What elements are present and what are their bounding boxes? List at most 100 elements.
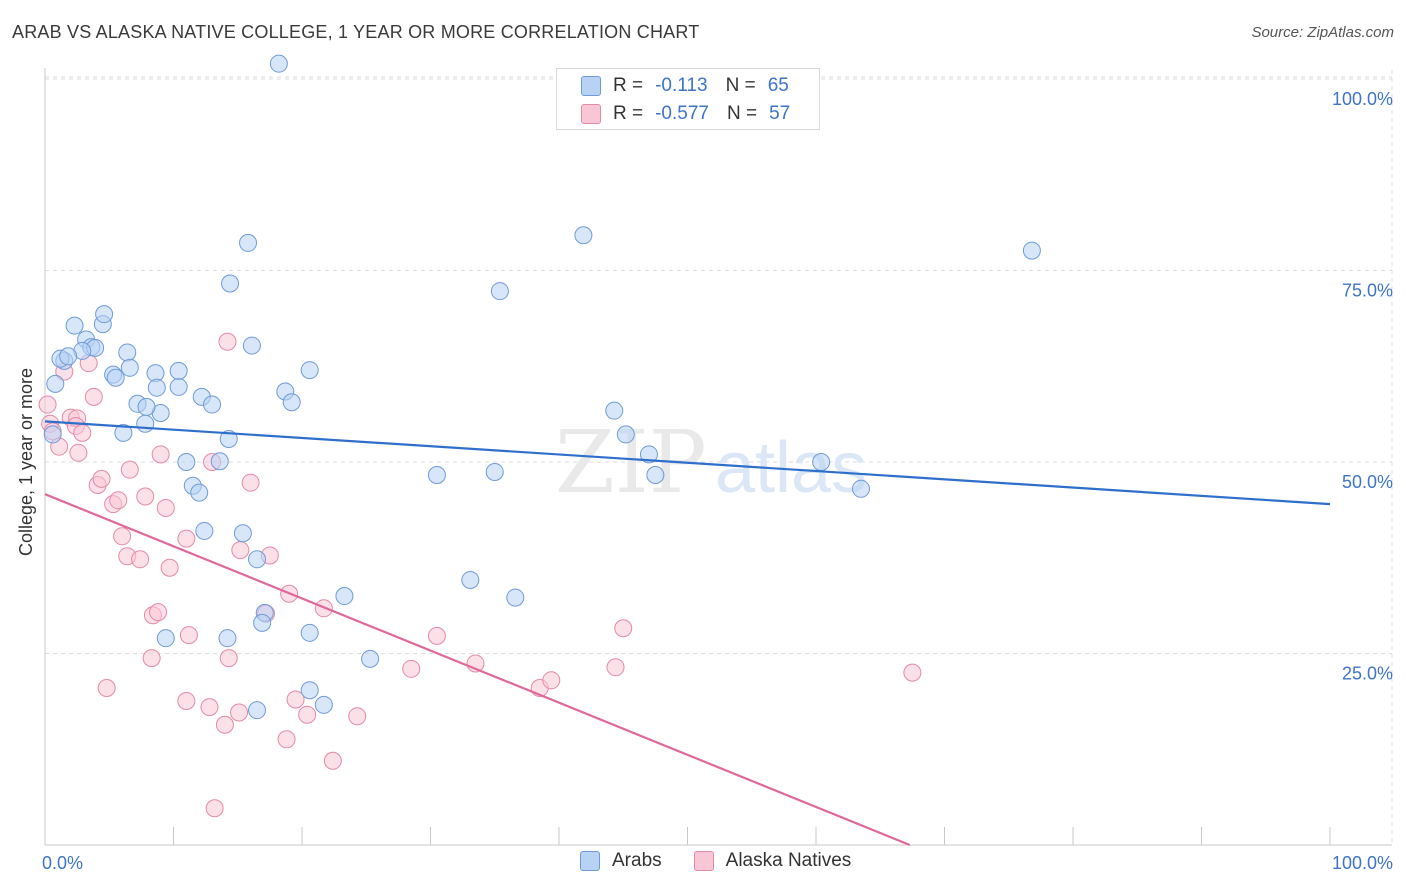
alaska-natives-point — [92, 469, 111, 488]
arabs-point — [1022, 241, 1041, 260]
alaska-natives-point — [142, 649, 161, 668]
arabs-point — [210, 452, 229, 471]
r-value: -0.113 — [655, 75, 708, 96]
arabs-point — [490, 282, 509, 301]
legend-item-alaska-natives: Alaska Natives — [693, 850, 852, 872]
watermark-atlas: atlas — [715, 428, 867, 508]
alaska-natives-point — [160, 558, 179, 577]
alaska-natives-point — [241, 473, 260, 492]
alaska-natives-point — [286, 690, 305, 709]
y-tick-label: 75.0% — [1342, 281, 1393, 301]
alaska-natives-point — [402, 659, 421, 678]
alaska-natives-point — [179, 626, 198, 645]
alaska-natives-point — [205, 799, 224, 818]
arabs-point — [314, 695, 333, 714]
arabs-point — [248, 550, 267, 569]
arabs-point — [137, 397, 156, 416]
y-axis-label: College, 1 year or more — [16, 368, 36, 556]
legend-label-arabs: Arabs — [612, 850, 662, 871]
alaska-natives-swatch — [581, 104, 601, 124]
arabs-point — [242, 336, 261, 355]
arabs-point — [282, 393, 301, 412]
arabs-point — [156, 629, 175, 648]
alaska-natives-point — [177, 529, 196, 548]
legend-label-alaska-natives: Alaska Natives — [725, 850, 852, 871]
alaska-natives-point — [200, 698, 219, 717]
alaska-natives-point — [69, 443, 88, 462]
alaska-natives-point — [109, 491, 128, 510]
x-tick-label: 100.0% — [1332, 853, 1393, 873]
alaska-natives-point — [84, 387, 103, 406]
arabs-point — [646, 466, 665, 485]
alaska-natives-point — [73, 423, 92, 442]
n-value: 65 — [767, 75, 789, 96]
arabs-point — [114, 423, 133, 442]
arabs-point — [177, 453, 196, 471]
alaska-natives-point — [231, 541, 250, 560]
series-alaska-natives — [38, 332, 922, 818]
alaska-natives-point — [215, 715, 234, 734]
y-tick-label: 25.0% — [1342, 664, 1393, 684]
arabs-point — [190, 483, 209, 502]
arabs-point — [195, 521, 214, 540]
x-tick-label: 0.0% — [42, 853, 83, 873]
alaska-natives-point — [156, 498, 175, 517]
correlation-legend: R = -0.113 N = 65 R = -0.577 N = 57 — [556, 68, 820, 130]
arabs-point — [812, 453, 831, 471]
arabs-point — [300, 681, 319, 700]
alaska-natives-point — [903, 663, 922, 682]
arabs-point — [851, 479, 870, 498]
n-value: 57 — [769, 103, 791, 124]
arabs-point — [106, 368, 125, 387]
arabs-point — [427, 466, 446, 485]
chart-title: ARAB VS ALASKA NATIVE COLLEGE, 1 YEAR OR… — [12, 22, 700, 42]
arabs-point — [169, 361, 188, 380]
arabs-point — [269, 54, 288, 73]
alaska-natives-point — [614, 619, 633, 638]
legend-row-alaska-natives: R = -0.577 N = 57 — [581, 101, 790, 127]
n-label: N = — [725, 75, 756, 96]
alaska-natives-point — [277, 730, 296, 749]
arabs-point — [147, 378, 166, 397]
arabs-point — [616, 425, 635, 444]
arabs-point — [136, 414, 155, 433]
arabs-point — [639, 445, 658, 464]
arabs-point — [300, 361, 319, 380]
arabs-swatch — [580, 851, 600, 871]
r-label: R = — [613, 103, 644, 124]
alaska-natives-point — [298, 705, 317, 724]
alaska-natives-point — [136, 487, 155, 506]
n-label: N = — [726, 103, 758, 124]
alaska-natives-swatch — [693, 851, 714, 871]
arabs-point — [335, 587, 354, 606]
alaska-natives-point — [218, 332, 237, 351]
arabs-point — [65, 316, 84, 335]
arabs-point — [120, 358, 139, 377]
arabs-swatch — [581, 76, 601, 96]
r-value: -0.577 — [655, 103, 709, 124]
trend-lines — [44, 420, 1331, 847]
alaska-natives-point — [219, 649, 238, 668]
alaska-natives-point — [427, 626, 446, 645]
arabs-point — [461, 570, 480, 589]
alaska-natives-point — [131, 550, 150, 569]
alaska-natives-point — [113, 527, 132, 546]
arabs-point — [574, 226, 593, 245]
arabs-point — [218, 629, 237, 648]
arabs-point — [300, 623, 319, 642]
arabs-point — [203, 395, 222, 414]
series-legend: Arabs Alaska Natives — [580, 850, 883, 872]
r-label: R = — [613, 75, 644, 96]
legend-row-arabs: R = -0.113 N = 65 — [581, 73, 789, 99]
alaska-natives-point — [542, 671, 561, 690]
alaska-natives-point — [151, 445, 170, 464]
arabs-point — [485, 462, 504, 481]
alaska-natives-point — [97, 678, 116, 697]
arabs-point — [219, 430, 238, 449]
alaska-natives-point — [230, 703, 249, 722]
arabs-point — [233, 524, 252, 543]
arabs-point — [221, 274, 240, 293]
arabs-trend-line — [44, 420, 1331, 506]
y-tick-label: 50.0% — [1342, 472, 1393, 492]
